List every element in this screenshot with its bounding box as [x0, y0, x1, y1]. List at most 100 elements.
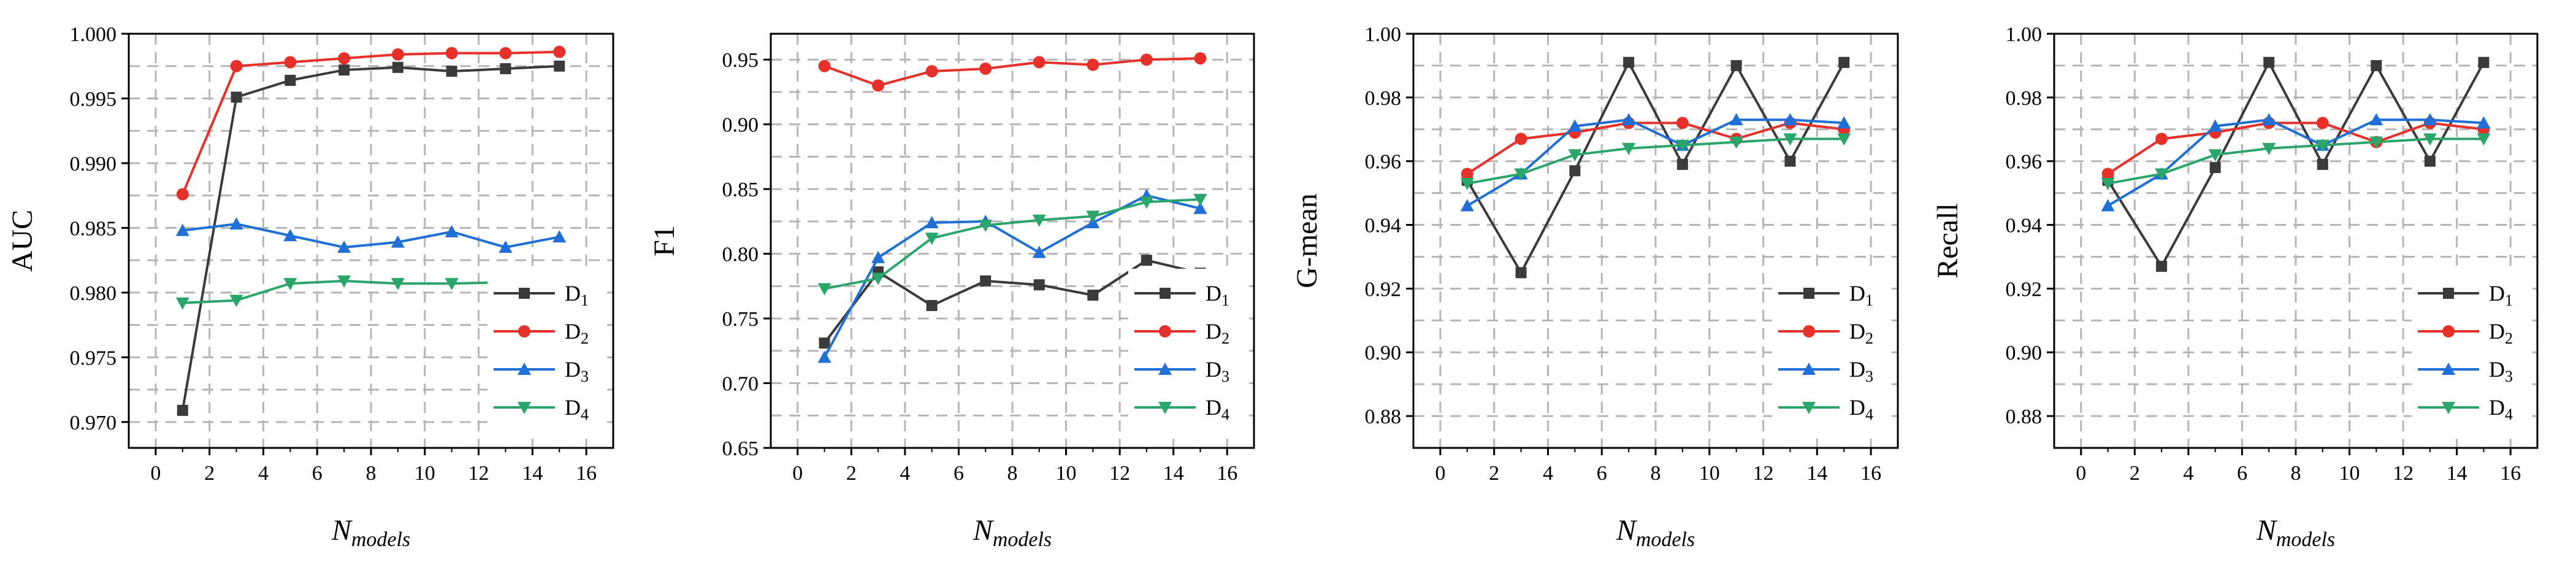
y-tick-label: 0.65 — [722, 437, 759, 460]
legend-label-subscript: 4 — [1221, 406, 1229, 423]
y-tick-label: 0.95 — [722, 49, 759, 72]
x-tick-label: 14 — [1163, 462, 1184, 485]
series-D4 — [1460, 133, 1851, 191]
data-point — [1623, 56, 1635, 68]
data-point — [445, 225, 459, 237]
data-point — [871, 250, 885, 263]
x-tick-label: 12 — [468, 462, 489, 485]
chart-panel-1: 0 2 4 6 8 10 12 14 160.9700.9750.9800.9850.9900.… — [6, 23, 614, 551]
y-tick-label: 0.975 — [70, 347, 117, 369]
data-point — [391, 278, 405, 291]
chart-panel-4: 0 2 4 6 8 10 12 14 160.880.900.920.940.960.981.0… — [1932, 23, 2539, 551]
data-point — [1193, 194, 1207, 206]
data-point — [337, 241, 351, 253]
series-D2 — [176, 45, 566, 201]
y-tick-label: 0.88 — [2006, 406, 2043, 428]
y-tick-label: 0.75 — [722, 308, 759, 331]
data-point — [1194, 52, 1207, 65]
x-tick-label: 12 — [2393, 462, 2414, 485]
legend-background — [1128, 269, 1248, 433]
legend-label-subscript: 1 — [581, 291, 589, 309]
data-point — [1033, 56, 1045, 69]
data-point — [231, 91, 242, 103]
data-point — [818, 60, 831, 72]
legend-background — [487, 269, 607, 433]
legend-marker — [1803, 288, 1814, 299]
x-tick-label: 8 — [1007, 462, 1018, 485]
data-point — [2424, 155, 2436, 167]
chart-panel-3: 0 2 4 6 8 10 12 14 160.880.900.920.940.960.981.0… — [1291, 23, 1899, 551]
data-point — [283, 229, 297, 242]
y-tick-label: 0.85 — [722, 179, 759, 201]
series-D3 — [175, 217, 567, 253]
x-tick-label: 4 — [258, 462, 269, 485]
legend-marker — [518, 325, 530, 337]
data-point — [2209, 162, 2221, 174]
data-point — [1622, 142, 1636, 155]
legend-label-subscript: 3 — [2505, 368, 2513, 385]
data-point — [338, 64, 350, 76]
data-point — [1783, 113, 1797, 126]
y-tick-label: 0.80 — [722, 244, 759, 266]
x-tick-label: 2 — [846, 462, 857, 485]
legend-marker — [1160, 288, 1171, 299]
data-point — [980, 275, 992, 287]
data-point — [499, 47, 512, 60]
y-tick-label: 0.94 — [2006, 215, 2043, 237]
data-point — [337, 275, 351, 288]
x-tick-label: 14 — [522, 462, 543, 485]
data-point — [1568, 119, 1582, 132]
data-point — [1515, 267, 1527, 279]
data-point — [926, 299, 938, 311]
data-point — [2208, 149, 2222, 162]
series-line — [1466, 118, 1844, 207]
data-point — [1515, 133, 1527, 145]
legend-marker — [2442, 402, 2455, 414]
legend-label-subscript: 2 — [2505, 329, 2513, 347]
data-point — [283, 278, 297, 291]
x-tick-label: 2 — [204, 462, 215, 485]
data-point — [2263, 56, 2275, 68]
x-tick-label: 14 — [2447, 462, 2467, 485]
data-point — [2156, 261, 2168, 272]
data-point — [1460, 178, 1474, 191]
data-point — [979, 220, 993, 233]
x-tick-label: 6 — [1597, 462, 1607, 485]
series-D1 — [177, 60, 565, 416]
y-axis-label: G-mean — [1291, 193, 1323, 288]
x-tick-label: 10 — [415, 462, 435, 485]
x-tick-label: 12 — [1109, 462, 1130, 485]
legend-background — [2412, 269, 2531, 433]
data-point — [871, 272, 885, 285]
legend-marker — [2442, 363, 2455, 375]
x-axis-label: Nmodels — [331, 514, 410, 551]
series-line — [2107, 121, 2484, 175]
data-point — [2371, 60, 2382, 71]
series-line — [1467, 137, 1844, 185]
legend-label: D3 — [2489, 357, 2513, 385]
series-line — [2107, 118, 2484, 207]
data-point — [2101, 178, 2115, 191]
data-point — [445, 47, 458, 60]
legend-label-subscript: 1 — [2505, 291, 2513, 309]
data-point — [1676, 117, 1689, 129]
data-point — [2262, 113, 2276, 126]
data-point — [500, 63, 511, 74]
legend-label-subscript: 2 — [1221, 329, 1229, 347]
y-tick-label: 0.92 — [1365, 278, 1402, 301]
data-point — [554, 60, 565, 72]
data-point — [2478, 56, 2490, 68]
x-tick-label: 4 — [1543, 462, 1553, 485]
data-point — [2155, 133, 2168, 145]
legend-label-subscript: 1 — [1221, 291, 1229, 309]
y-axis-label: Recall — [1932, 203, 1964, 279]
x-axis-label: Nmodels — [2256, 514, 2335, 551]
data-point — [2155, 168, 2169, 181]
y-tick-label: 0.96 — [2006, 151, 2043, 174]
data-point — [817, 283, 831, 296]
x-tick-label: 8 — [1651, 462, 1661, 485]
gridlines — [2054, 34, 2537, 448]
